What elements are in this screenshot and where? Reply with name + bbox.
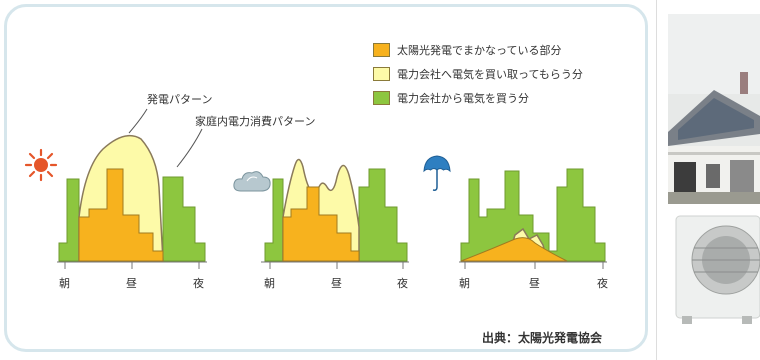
cloudy-tick-label-morning: 朝 — [264, 277, 275, 290]
outdoor-unit-photo — [668, 210, 760, 356]
generation-pattern-label: 発電パターン — [147, 93, 213, 106]
rainy-panel — [459, 168, 607, 269]
legend-label-bought: 電力会社から電気を買う分 — [397, 92, 529, 105]
legend-swatch-solar — [373, 43, 390, 57]
house-solar-photo — [668, 14, 760, 204]
solar-power-diagram — [24, 108, 607, 269]
legend-item-sold: 電力会社へ電気を買い取ってもらう分 — [373, 65, 583, 83]
source-credit: 出典：太陽光発電協会 — [482, 331, 603, 345]
legend-label-solar: 太陽光発電でまかなっている部分 — [397, 44, 562, 57]
legend-swatch-bought — [373, 91, 390, 105]
divider — [656, 0, 657, 360]
rainy-orange-area — [460, 237, 568, 262]
generation-pointer — [128, 108, 148, 134]
rainy-tick-label-night: 夜 — [597, 277, 608, 290]
diagram-panel: 太陽光発電でまかなっている部分 電力会社へ電気を買い取ってもらう分 電力会社から… — [4, 4, 648, 352]
sunny-orange-area — [78, 168, 164, 262]
sunny-panel — [57, 134, 207, 269]
legend-item-solar: 太陽光発電でまかなっている部分 — [373, 41, 561, 59]
cloudy-orange-area — [282, 186, 360, 262]
consumption-pattern-label: 家庭内電力消費パターン — [195, 115, 316, 128]
rainy-green-area — [460, 168, 606, 262]
rainy-tick-label-morning: 朝 — [459, 277, 470, 290]
rainy-tick-label-noon: 昼 — [529, 277, 540, 290]
cloudy-panel — [261, 158, 409, 269]
legend-swatch-sold — [373, 67, 390, 81]
legend-label-sold: 電力会社へ電気を買い取ってもらう分 — [397, 68, 583, 81]
cloud-icon — [233, 171, 271, 192]
cloudy-tick-label-noon: 昼 — [331, 277, 342, 290]
sun-icon — [24, 148, 58, 182]
sunny-tick-label-noon: 昼 — [126, 277, 137, 290]
umbrella-icon — [423, 155, 451, 191]
cloudy-tick-label-night: 夜 — [397, 277, 408, 290]
sunny-tick-label-morning: 朝 — [59, 277, 70, 290]
consumption-pointer — [176, 128, 203, 168]
legend-item-bought: 電力会社から電気を買う分 — [373, 89, 529, 107]
sunny-tick-label-night: 夜 — [193, 277, 204, 290]
